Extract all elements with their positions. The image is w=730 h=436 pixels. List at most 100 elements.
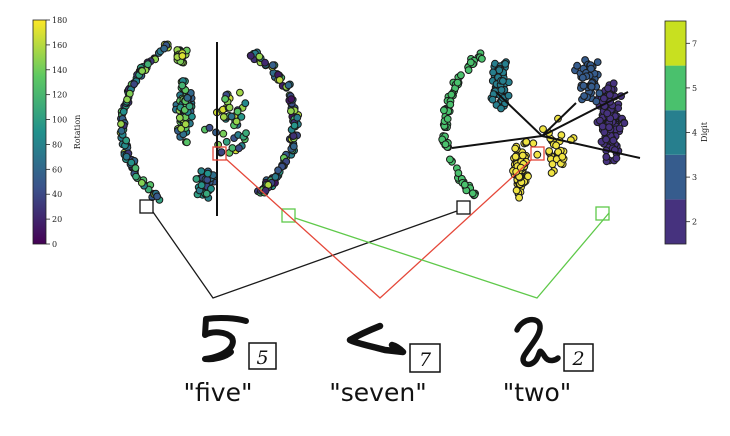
digit-colorbar-label: Digit [700, 121, 709, 142]
scatter-point [177, 124, 186, 133]
scatter-point [573, 61, 581, 70]
rotation-tick-label: 100 [52, 116, 67, 125]
scatter-point [440, 106, 448, 115]
rotation-tick-label: 80 [52, 140, 62, 149]
digit-tick-label: 4 [692, 129, 697, 138]
rotation-tick-label: 120 [52, 91, 67, 100]
scatter-point [466, 58, 475, 67]
scatter-point [515, 193, 523, 202]
seven-digit-box [409, 343, 441, 373]
scatter-point [548, 160, 557, 169]
word-two: "two" [503, 378, 572, 407]
scatter-point [511, 152, 520, 161]
scatter-point [219, 129, 228, 138]
scatter-point [119, 107, 128, 116]
scatter-point [178, 81, 187, 90]
digit-tick-label: 3 [692, 173, 697, 182]
scatter-point [203, 169, 212, 178]
scatter-point [454, 169, 463, 178]
seven-right-marker [530, 146, 545, 161]
scatter-point [587, 82, 596, 91]
digit-color-band [665, 65, 686, 111]
scatter-point [512, 186, 521, 195]
scatter-point [138, 67, 147, 75]
scatter-point [443, 115, 452, 123]
right-scatter-plot [438, 49, 629, 202]
scatter-point [468, 189, 477, 198]
scatter-point [604, 84, 612, 93]
scatter-point [227, 112, 236, 121]
scatter-point [464, 66, 473, 74]
scatter-point [609, 136, 618, 145]
scatter-point [225, 103, 234, 112]
rotation-tick-label: 0 [52, 240, 57, 249]
scatter-point [271, 173, 280, 181]
scatter-point [122, 136, 131, 145]
scatter-point [501, 60, 510, 68]
scatter-point [178, 52, 187, 60]
scatter-point [545, 147, 553, 156]
scatter-point [293, 113, 302, 122]
scatter-point [123, 95, 131, 104]
scatter-point [478, 54, 486, 63]
seven-left-marker [212, 146, 227, 161]
scatter-point [183, 94, 192, 102]
scatter-point [183, 138, 191, 147]
scatter-point [602, 135, 610, 144]
scatter-point [228, 144, 237, 152]
scatter-point [287, 95, 296, 103]
scatter-point [529, 139, 538, 148]
scatter-point [552, 141, 560, 150]
scatter-point [222, 137, 231, 146]
scatter-point [255, 52, 264, 61]
two-left-marker [281, 208, 296, 223]
scatter-point [488, 95, 497, 104]
handwritten-two-image [514, 316, 561, 368]
scatter-point [612, 154, 621, 163]
scatter-point [287, 107, 295, 115]
scatter-point [497, 86, 506, 94]
scatter-point [160, 44, 169, 53]
scatter-point [592, 97, 601, 106]
scatter-point [217, 148, 226, 157]
digit-tick-label: 5 [692, 84, 697, 93]
scatter-point [620, 119, 629, 127]
five-link [152, 210, 458, 299]
scatter-point [153, 192, 162, 201]
scatter-point [290, 121, 299, 130]
scatter-point [511, 144, 520, 153]
scatter-point [522, 138, 531, 146]
rotation-colorbar-label: Rotation [73, 115, 82, 150]
five-left-marker [139, 199, 154, 214]
two-right-marker [595, 206, 610, 221]
scatter-point [233, 107, 242, 116]
scatter-point [533, 150, 542, 159]
rotation-tick-label: 180 [52, 16, 67, 25]
handwritten-five-image [202, 314, 249, 363]
scatter-point [504, 91, 513, 100]
scatter-point [289, 142, 298, 151]
scatter-point [587, 64, 595, 73]
scatter-point [197, 181, 206, 190]
scatter-point [132, 172, 140, 181]
five-digit-box-label: 5 [256, 347, 268, 369]
scatter-point [241, 99, 250, 108]
right-axis-lines [451, 91, 641, 159]
scatter-point [457, 71, 465, 80]
scatter-point [578, 73, 587, 82]
scatter-point [197, 167, 206, 176]
scatter-point [446, 100, 455, 109]
rotation-tick-label: 40 [52, 190, 62, 199]
two-link [294, 212, 610, 299]
scatter-point [202, 189, 211, 198]
scatter-point [284, 81, 293, 90]
digit-color-band [665, 110, 686, 155]
scatter-point [207, 184, 215, 193]
scatter-point [144, 60, 152, 69]
scatter-point [580, 92, 588, 100]
scatter-point [237, 113, 246, 121]
scatter-point [261, 58, 269, 67]
scatter-point [602, 153, 611, 161]
rotation-tick-label: 160 [52, 41, 67, 50]
scatter-point [447, 90, 456, 99]
